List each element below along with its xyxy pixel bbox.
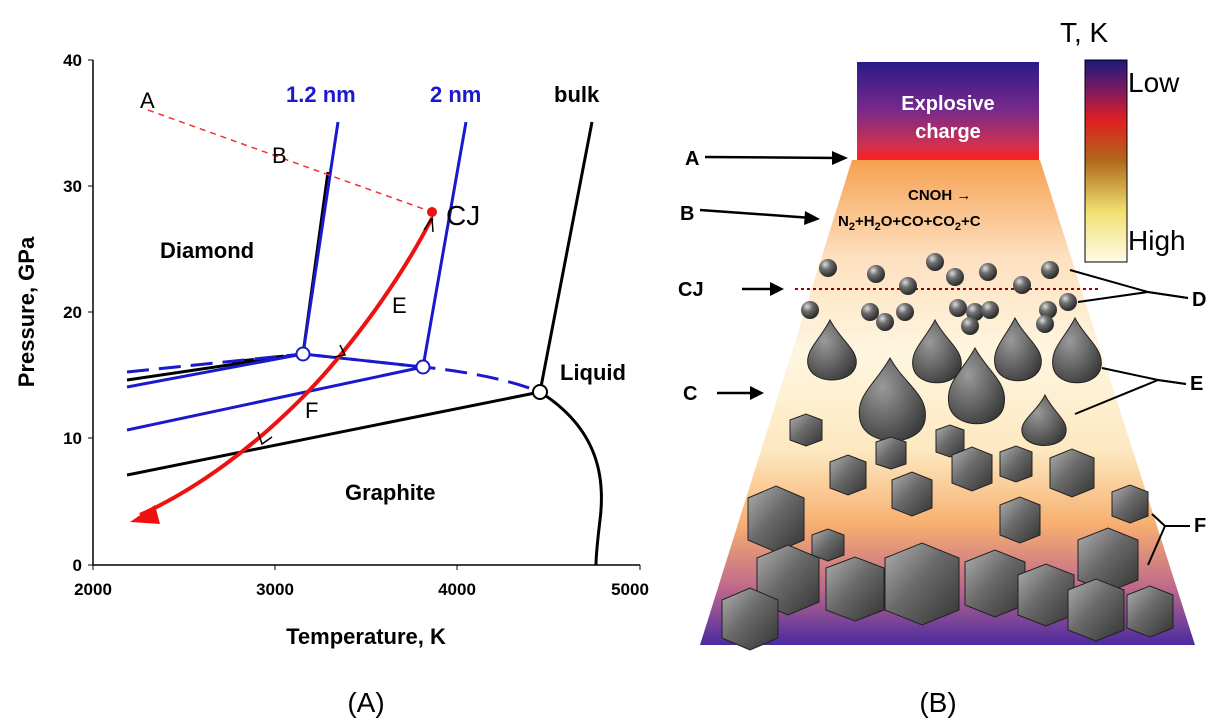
arrow-mark-f	[257, 431, 273, 446]
point-b-label: B	[272, 143, 287, 168]
reaction-line-2: N2+H2O+CO+CO2+C	[838, 213, 981, 233]
arrow-a	[704, 155, 841, 160]
y-ticks	[88, 59, 93, 566]
cj-point	[427, 207, 437, 217]
blue-line-2nm-lower	[126, 365, 424, 432]
diamond-particles	[721, 413, 1174, 651]
bulk-melting-line	[538, 121, 594, 393]
reaction-line-1: CNOH →	[908, 187, 971, 204]
y-tick-label: 0	[73, 556, 82, 575]
x-tick-label: 3000	[256, 580, 294, 599]
colorbar-title: T, K	[1060, 17, 1109, 48]
temperature-colorbar	[1084, 59, 1128, 263]
label-b: B	[680, 203, 694, 225]
colorbar-high: High	[1128, 225, 1186, 256]
label-d: D	[1192, 289, 1206, 311]
region-graphite: Graphite	[345, 480, 435, 505]
arrowhead-b	[804, 211, 820, 225]
point-a-label: A	[140, 88, 155, 113]
label-c: C	[683, 383, 697, 405]
liquid-droplets	[807, 316, 1102, 446]
triple-point-2nm	[415, 359, 431, 375]
x-tick-label: 2000	[74, 580, 112, 599]
arrowhead-cj	[770, 282, 784, 296]
y-tick-label: 10	[63, 429, 82, 448]
y-tick-label: 40	[63, 51, 82, 70]
label-cj: CJ	[678, 279, 704, 301]
y-tick-label: 30	[63, 177, 82, 196]
x-tick-label: 5000	[611, 580, 649, 599]
x-ticks	[92, 565, 641, 570]
label-12nm: 1.2 nm	[286, 82, 356, 107]
explosive-charge	[857, 62, 1039, 160]
arrow-head	[130, 505, 160, 524]
expansion-path	[139, 217, 434, 517]
y-tick-label: 20	[63, 303, 82, 322]
arrow-b	[699, 208, 813, 220]
line-12nm	[301, 121, 340, 355]
arrowhead-c	[750, 386, 764, 400]
blue-line-12nm-lower	[126, 352, 304, 389]
arrow-f1	[1151, 513, 1190, 527]
y-axis-title: Pressure, GPa	[14, 236, 39, 387]
triple-point-bulk	[532, 384, 548, 400]
arrow-mark-e	[333, 344, 347, 358]
blue-dashed-segment	[302, 352, 424, 369]
label-2nm: 2 nm	[430, 82, 481, 107]
colorbar-low: Low	[1128, 67, 1180, 98]
label-e: E	[1190, 373, 1203, 395]
panel-a: 40 30 20 10 0 2000 3000 4000 5000 Temper…	[14, 51, 649, 718]
label-f: F	[1194, 515, 1206, 537]
caption-b: (B)	[919, 687, 956, 718]
detonation-cone	[700, 160, 1195, 645]
label-a: A	[685, 148, 699, 170]
carbon-atoms	[801, 253, 1077, 335]
graphite-melting-line	[539, 390, 603, 566]
region-liquid: Liquid	[560, 360, 626, 385]
x-axis-title: Temperature, K	[286, 624, 446, 649]
charge-label-1: Explosive	[901, 93, 994, 115]
label-bulk: bulk	[554, 82, 600, 107]
x-tick-label: 4000	[438, 580, 476, 599]
region-diamond: Diamond	[160, 238, 254, 263]
arrow-f2	[1147, 525, 1190, 566]
point-cj-label: CJ	[446, 200, 480, 231]
rayleigh-line	[147, 109, 433, 213]
arrow-e2	[1074, 378, 1187, 415]
point-e-label: E	[392, 293, 407, 318]
triple-point-12nm	[295, 346, 311, 362]
point-f-label: F	[305, 398, 318, 423]
charge-label-2: charge	[915, 121, 981, 143]
arrow-mark-cj	[423, 215, 434, 233]
line-2nm	[421, 121, 468, 368]
graphite-diamond-line	[126, 390, 541, 477]
caption-a: (A)	[347, 687, 384, 718]
arrow-d2	[1077, 290, 1189, 303]
panel-b: Explosive charge CNOH → N2+H2O+CO+CO2+C	[678, 17, 1206, 718]
arrowhead-a	[832, 151, 848, 165]
